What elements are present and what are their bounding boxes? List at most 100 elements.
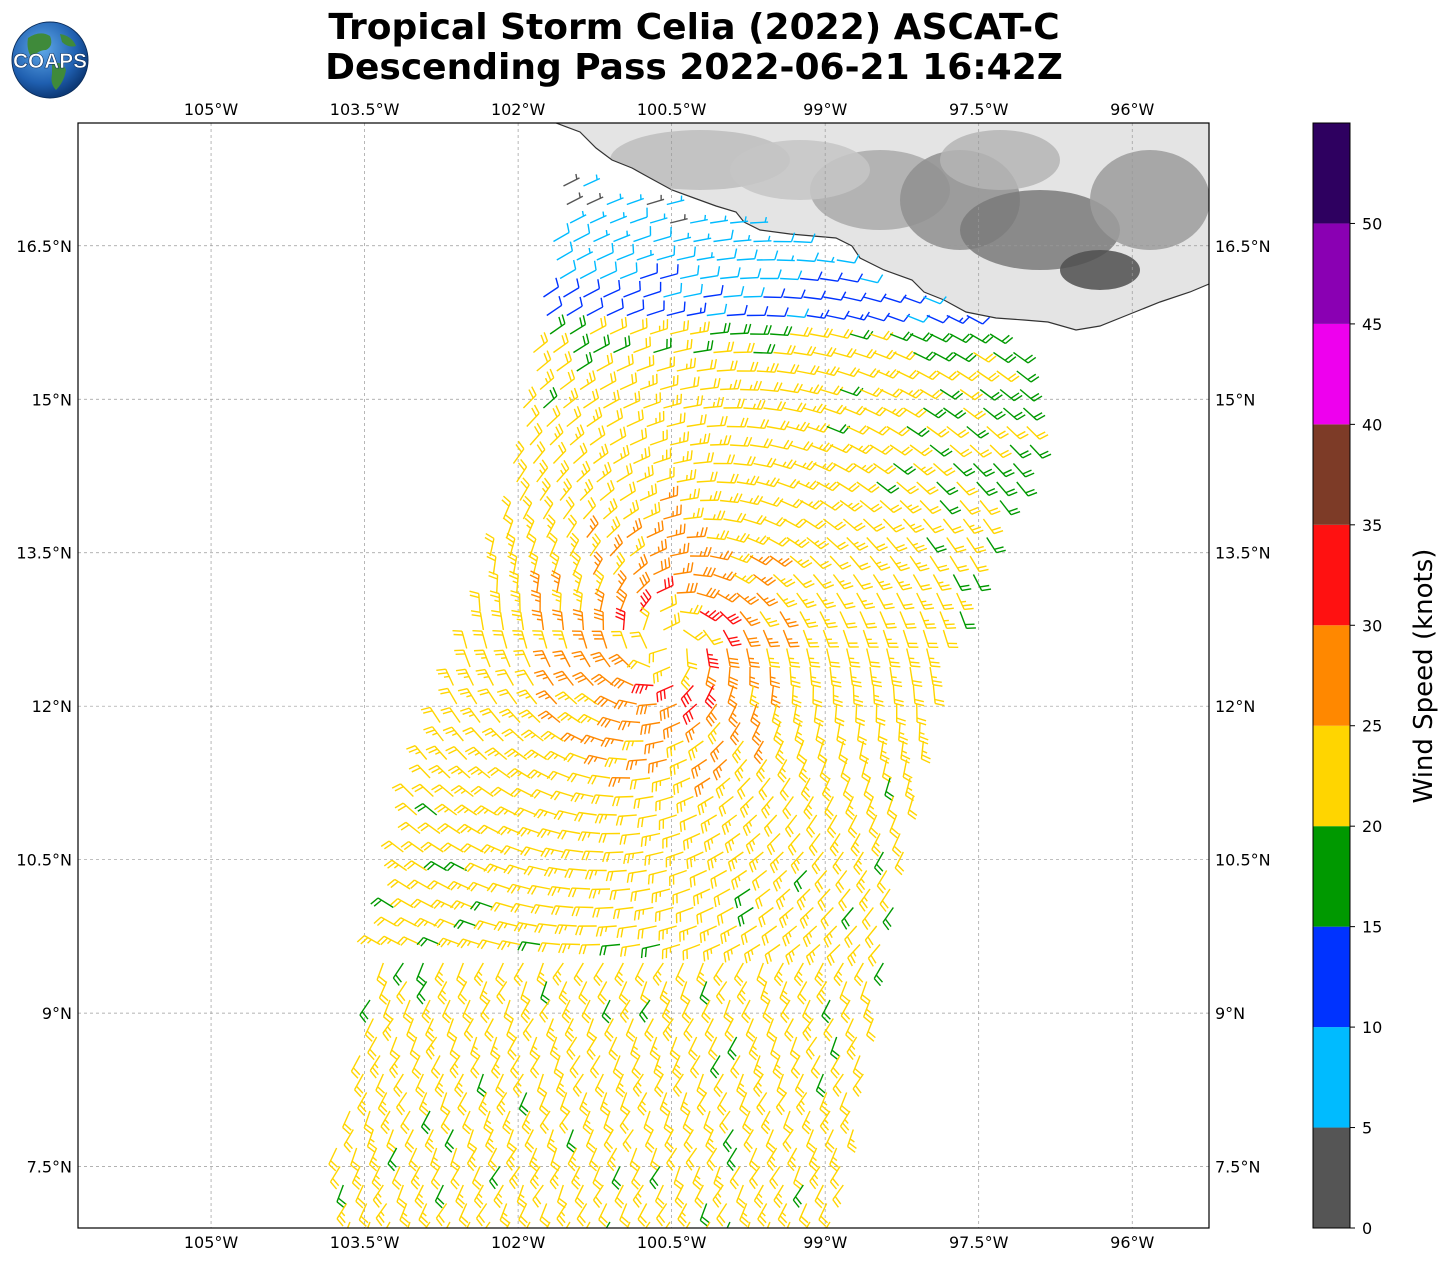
wind-barb: [629, 777, 651, 790]
wind-barb: [835, 870, 848, 894]
wind-barb: [598, 1203, 608, 1227]
wind-barb: [613, 444, 630, 465]
wind-barb: [956, 592, 974, 611]
wind-barb: [565, 1221, 571, 1228]
wind-barb: [900, 740, 911, 764]
lon-tick-label-top: 100.5°W: [637, 100, 707, 119]
wind-barb: [661, 943, 681, 960]
wind-barb: [735, 1184, 746, 1209]
wind-barb: [720, 267, 741, 280]
wind-barb: [532, 630, 548, 649]
wind-barb: [455, 668, 475, 686]
wind-barb: [783, 289, 806, 300]
wind-barb: [414, 1184, 425, 1209]
wind-barb: [808, 1147, 819, 1172]
wind-barb: [496, 688, 518, 705]
wind-barb: [480, 999, 491, 1024]
wind-barb: [571, 551, 582, 575]
wind-barb: [547, 532, 558, 557]
wind-barb: [470, 1036, 481, 1061]
wind-barb: [516, 459, 528, 483]
wind-barb: [350, 1055, 361, 1079]
wind-barb: [839, 386, 864, 397]
wind-barb: [466, 1221, 471, 1228]
wind-barb: [656, 245, 676, 261]
wind-barb: [823, 1018, 834, 1042]
wind-barb: [546, 296, 563, 317]
wind-barb: [673, 562, 694, 576]
lat-tick-label-right: 16.5°N: [1215, 237, 1271, 256]
wind-barb: [973, 351, 997, 363]
wind-barb: [689, 1055, 701, 1079]
wind-barb: [663, 504, 682, 520]
map-plot-area: [78, 123, 1209, 1228]
wind-barb: [621, 740, 644, 751]
wind-barb: [520, 999, 531, 1024]
wind-barb: [536, 1073, 547, 1098]
wind-barb: [450, 1147, 461, 1172]
wind-barb: [454, 1073, 464, 1098]
wind-barb: [493, 921, 517, 932]
wind-barb: [592, 1166, 603, 1190]
wind-barb: [852, 685, 864, 707]
lat-tick-label-left: 9°N: [42, 1004, 72, 1023]
wind-barb: [578, 981, 588, 1005]
wind-barb: [652, 666, 671, 684]
wind-barb: [846, 1036, 858, 1061]
wind-barb: [466, 881, 491, 892]
wind-barb: [389, 1036, 400, 1061]
wind-barb: [996, 370, 1020, 383]
wind-barb: [499, 845, 524, 855]
wind-barb: [812, 685, 823, 708]
wind-barb: [504, 748, 528, 761]
wind-barb: [613, 230, 631, 243]
wind-barb: [825, 1221, 831, 1228]
wind-barb: [659, 485, 679, 502]
wind-barb: [933, 351, 957, 362]
wind-barb: [612, 795, 634, 807]
wind-barb: [553, 810, 577, 821]
wind-barb: [507, 1036, 518, 1061]
wind-barb: [676, 246, 696, 261]
wind-barb: [706, 648, 720, 669]
wind-barb: [772, 573, 796, 588]
wind-barb: [972, 463, 995, 477]
wind-barb: [777, 1203, 788, 1227]
wind-barb: [953, 351, 977, 363]
wind-barb: [824, 1129, 835, 1153]
wind-barb: [734, 759, 748, 782]
wind-barb: [749, 666, 760, 689]
wind-barb: [597, 981, 608, 1005]
wind-barb: [750, 324, 772, 335]
wind-barb: [665, 1221, 671, 1228]
wind-barb: [417, 822, 441, 835]
wind-barb: [876, 481, 900, 494]
wind-barb: [563, 173, 580, 187]
wind-barb: [976, 370, 1000, 382]
wind-barb: [592, 1184, 604, 1208]
wind-barb: [775, 1092, 788, 1116]
wind-barb: [802, 1018, 814, 1042]
wind-barb: [514, 669, 534, 686]
wind-barb: [489, 1166, 501, 1190]
wind-barb: [550, 790, 574, 801]
wind-barb: [634, 962, 645, 987]
wind-barb: [1016, 481, 1038, 497]
wind-barb: [543, 277, 560, 298]
wind-barb: [596, 461, 612, 483]
wind-barb: [777, 759, 788, 783]
wind-barb: [867, 944, 881, 967]
wind-barb: [537, 710, 561, 724]
wind-barb: [633, 795, 654, 809]
wind-barb: [433, 918, 457, 929]
lat-tick-label-right: 10.5°N: [1215, 851, 1271, 870]
wind-barb: [625, 758, 647, 771]
wind-barb: [693, 452, 715, 465]
wind-barb: [391, 1166, 402, 1190]
wind-barb: [469, 590, 481, 612]
wind-barb: [619, 1203, 629, 1227]
wind-barb: [553, 1055, 564, 1079]
wind-barb: [683, 1129, 694, 1153]
wind-barb: [516, 1184, 527, 1209]
wind-barb: [892, 685, 905, 707]
